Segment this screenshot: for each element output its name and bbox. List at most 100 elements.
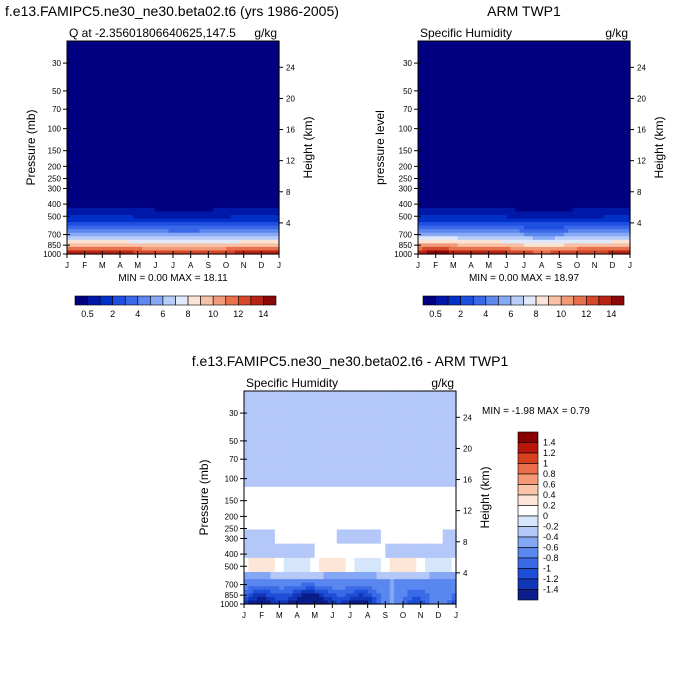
field-cell [142,151,148,156]
field-cell [515,211,521,216]
field-cell [484,62,490,67]
field-cell [155,218,161,223]
field-cell [546,72,552,78]
field-cell [448,41,454,46]
field-cell [133,147,139,152]
field-cell [164,51,170,56]
field-cell [261,51,267,56]
field-cell [471,179,477,184]
field-cell [256,41,262,46]
field-cell [559,190,565,195]
field-cell [537,51,543,56]
field-cell [457,211,463,216]
field-cell [541,69,547,74]
field-cell [186,200,192,205]
field-cell [435,218,441,223]
field-cell [146,168,152,173]
field-cell [488,115,494,120]
field-cell [252,72,258,78]
field-cell [457,76,463,81]
field-cell [506,48,512,53]
field-cell [230,197,236,202]
field-cell [501,214,507,220]
field-cell [71,76,77,81]
field-cell [497,133,503,138]
field-cell [177,183,183,188]
field-cell [471,207,477,212]
field-cell [120,183,126,188]
y-axis-label: Pressure (mb) [24,109,38,185]
colorbar-swatch [200,295,214,306]
field-cell [199,168,205,173]
field-cell [418,218,424,223]
field-cell [462,154,468,159]
field-cell [448,225,454,230]
field-cell [506,175,512,181]
field-cell [453,172,459,177]
field-cell [448,87,454,92]
field-cell [515,168,521,173]
field-cell [426,225,432,230]
field-cell [102,197,108,202]
field-cell [448,133,454,138]
field-cell [554,65,560,70]
field-cell [199,250,205,255]
field-cell [488,83,494,88]
field-cell [243,133,249,138]
field-cell [89,122,95,127]
field-cell [97,218,103,223]
field-cell [510,197,516,202]
field-cell [142,101,148,106]
field-cell [261,218,267,223]
field-cell [173,101,179,106]
field-cell [256,126,262,131]
field-cell [497,179,503,184]
field-cell [265,72,271,78]
field-cell [559,151,565,156]
field-cell [133,190,139,195]
field-cell [532,200,538,205]
field-cell [435,175,441,181]
field-cell [102,104,108,110]
field-cell [270,119,276,124]
field-cell [541,122,547,127]
field-cell [190,186,196,191]
min-max-stats: MIN = 0.00 MAX = 18.11 [118,273,228,284]
field-cell [462,193,468,198]
field-cell [457,101,463,106]
field-cell [203,140,209,145]
field-cell [431,243,437,248]
field-cell [181,76,187,81]
field-cell [120,179,126,184]
field-cell [524,236,530,241]
field-cell [177,218,183,223]
field-cell [115,62,121,67]
field-cell [493,129,499,134]
field-cell [150,218,156,223]
field-cell [226,243,232,248]
field-cell [221,143,227,149]
field-cell [80,193,86,198]
field-cell [199,204,205,209]
field-cell [256,48,262,53]
field-cell [75,65,81,70]
field-cell [243,193,249,198]
field-cell [270,197,276,202]
field-cell [274,101,280,106]
field-cell [541,218,547,223]
field-cell [124,243,130,248]
field-cell [243,175,249,181]
field-cell [133,239,139,244]
field-cell [137,179,143,184]
field-cell [431,83,437,88]
field-cell [261,55,267,60]
field-cell [466,154,472,159]
field-cell [252,55,258,60]
field-cell [106,229,112,234]
field-cell [243,104,249,110]
field-cell [457,80,463,85]
field-cell [493,41,499,46]
field-cell [256,214,262,220]
field-cell [71,151,77,156]
field-cell [256,62,262,67]
